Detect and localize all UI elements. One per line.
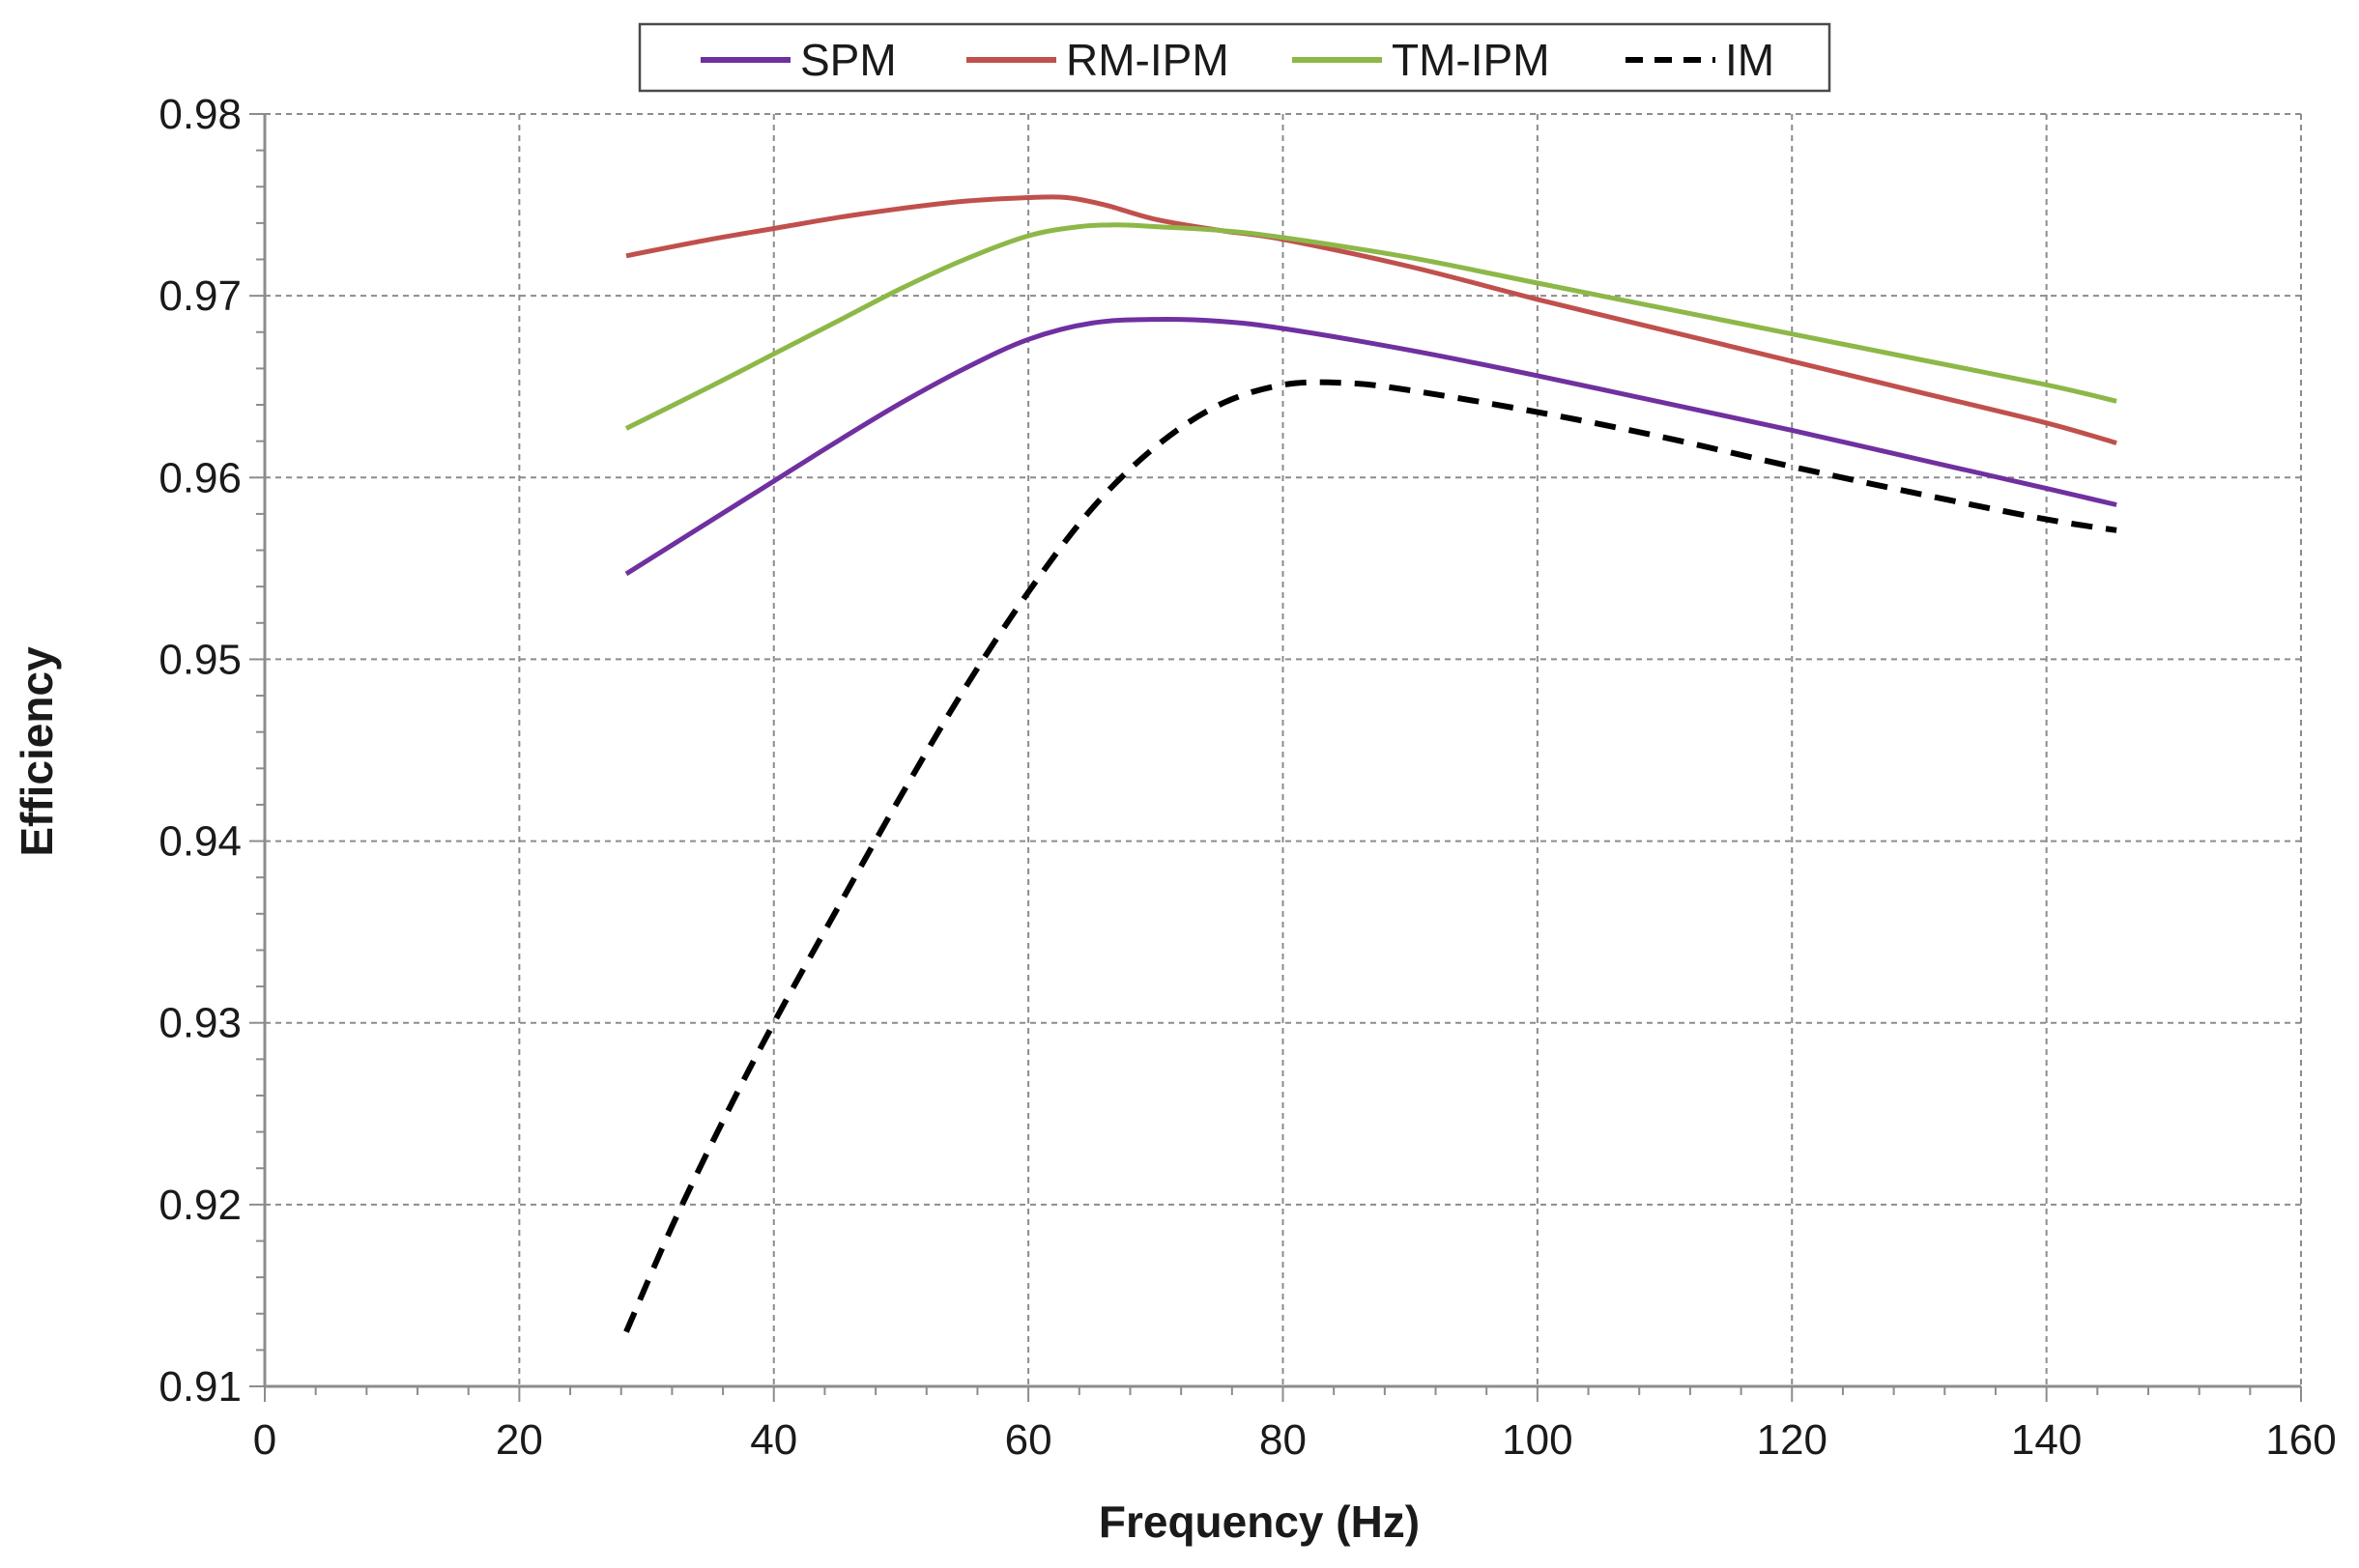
- legend-label-tm-ipm: TM-IPM: [1392, 35, 1550, 85]
- x-tick-label: 80: [1259, 1416, 1307, 1464]
- legend-label-im: IM: [1725, 35, 1774, 85]
- x-tick-label: 0: [253, 1416, 276, 1464]
- x-tick-label: 140: [2011, 1416, 2082, 1464]
- y-tick-label: 0.91: [158, 1363, 242, 1411]
- series-line-im: [623, 379, 2117, 1333]
- y-tick-label: 0.95: [158, 636, 242, 683]
- y-tick-label: 0.96: [158, 454, 242, 501]
- legend: SPM RM-IPM TM-IPM IM: [638, 22, 1831, 93]
- legend-label-spm: SPM: [800, 35, 897, 85]
- series-lines: [623, 194, 2117, 1333]
- y-tick-label: 0.97: [158, 272, 242, 320]
- y-tick-label: 0.92: [158, 1182, 242, 1229]
- x-tick-label: 160: [2265, 1416, 2336, 1464]
- x-tick-label: 100: [1502, 1416, 1572, 1464]
- series-line-tm-ipm: [624, 222, 2117, 431]
- axes: 0.91 0.92 0.93 0.94 0.95 0.96 0.97 0.98 0 20 40 60 8…: [158, 91, 2336, 1464]
- y-tick-label: 0.94: [158, 818, 242, 866]
- x-tick-label: 120: [1757, 1416, 1827, 1464]
- x-axis-title: Frequency (Hz): [1099, 1497, 1420, 1547]
- y-axis-title: Efficiency: [12, 646, 62, 857]
- y-tick-label: 0.93: [158, 1000, 242, 1047]
- legend-label-rm-ipm: RM-IPM: [1066, 35, 1229, 85]
- x-tick-label: 40: [750, 1416, 797, 1464]
- y-tick-label: 0.98: [158, 91, 242, 138]
- x-tick-label: 20: [496, 1416, 543, 1464]
- series-line-spm: [624, 317, 2117, 577]
- x-tick-label: 60: [1005, 1416, 1052, 1464]
